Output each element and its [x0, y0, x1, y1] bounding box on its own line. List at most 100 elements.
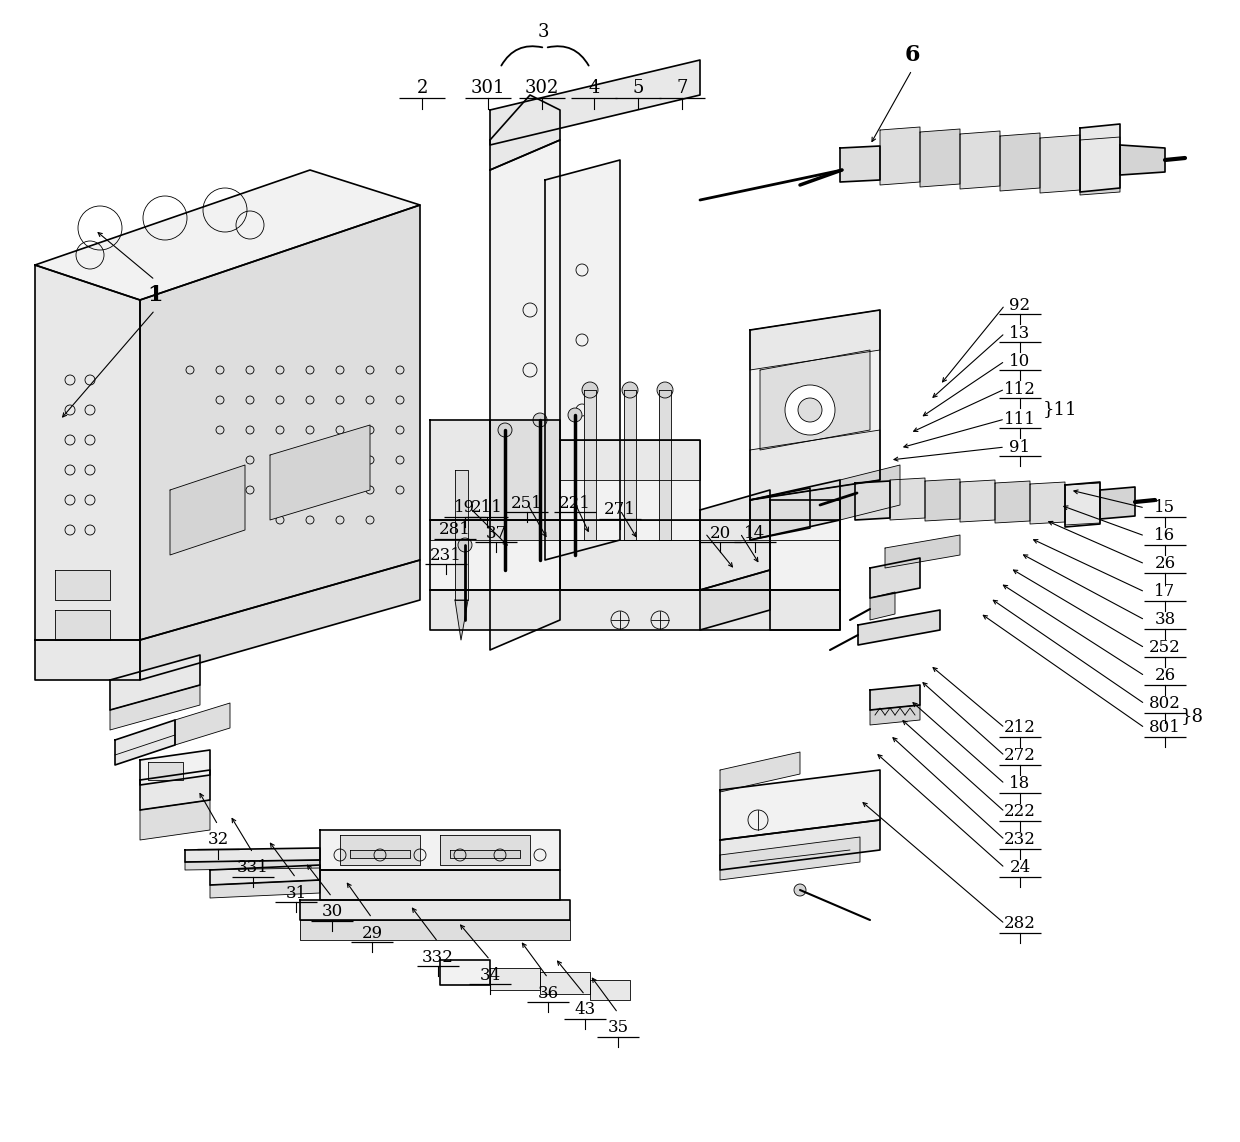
Polygon shape: [1065, 482, 1100, 526]
Text: 36: 36: [537, 984, 558, 1002]
Polygon shape: [110, 685, 200, 730]
Circle shape: [366, 456, 374, 464]
Polygon shape: [885, 534, 960, 568]
Polygon shape: [560, 440, 701, 480]
Polygon shape: [140, 750, 210, 785]
Circle shape: [366, 426, 374, 434]
Polygon shape: [994, 481, 1030, 523]
Text: 221: 221: [559, 494, 591, 512]
Text: 24: 24: [1009, 860, 1030, 877]
Circle shape: [246, 426, 254, 434]
Polygon shape: [1120, 145, 1166, 175]
Circle shape: [799, 399, 822, 423]
Polygon shape: [999, 132, 1040, 191]
Polygon shape: [770, 500, 839, 590]
Text: 281: 281: [439, 522, 471, 539]
Polygon shape: [1030, 482, 1065, 524]
Circle shape: [568, 408, 582, 423]
Polygon shape: [450, 850, 520, 858]
Polygon shape: [546, 160, 620, 560]
Text: 37: 37: [485, 524, 507, 541]
Circle shape: [306, 516, 314, 524]
Polygon shape: [750, 480, 839, 540]
Text: 17: 17: [1154, 584, 1176, 601]
Circle shape: [306, 456, 314, 464]
Polygon shape: [560, 540, 701, 590]
Polygon shape: [210, 864, 320, 885]
Circle shape: [785, 385, 835, 435]
Polygon shape: [701, 570, 770, 630]
Polygon shape: [856, 481, 890, 520]
Polygon shape: [720, 751, 800, 793]
Text: 38: 38: [1154, 611, 1176, 628]
Circle shape: [794, 884, 806, 896]
Polygon shape: [750, 488, 810, 540]
Text: 232: 232: [1004, 831, 1035, 849]
Circle shape: [277, 486, 284, 494]
Polygon shape: [110, 656, 200, 710]
Circle shape: [277, 456, 284, 464]
Text: 112: 112: [1004, 380, 1035, 397]
Polygon shape: [960, 480, 994, 522]
Text: 15: 15: [1154, 499, 1176, 516]
Polygon shape: [750, 309, 880, 500]
Polygon shape: [624, 391, 636, 540]
Polygon shape: [539, 972, 590, 994]
Text: 282: 282: [1004, 916, 1035, 933]
Polygon shape: [870, 705, 920, 725]
Polygon shape: [140, 801, 210, 841]
Text: 26: 26: [1154, 668, 1176, 684]
Polygon shape: [1040, 135, 1080, 193]
Polygon shape: [880, 127, 920, 185]
Text: 16: 16: [1154, 528, 1176, 545]
Circle shape: [306, 396, 314, 404]
Polygon shape: [455, 600, 467, 640]
Polygon shape: [720, 837, 861, 880]
Circle shape: [336, 426, 343, 434]
Polygon shape: [750, 431, 880, 500]
Text: 331: 331: [237, 860, 269, 877]
Circle shape: [396, 486, 404, 494]
Circle shape: [396, 426, 404, 434]
Text: 1: 1: [148, 284, 162, 306]
Text: 332: 332: [422, 949, 454, 965]
Polygon shape: [490, 95, 560, 170]
Text: 31: 31: [285, 885, 306, 901]
Polygon shape: [55, 570, 110, 600]
Polygon shape: [490, 140, 560, 650]
Circle shape: [336, 456, 343, 464]
Circle shape: [336, 365, 343, 373]
Text: 43: 43: [574, 1002, 595, 1019]
Circle shape: [458, 538, 472, 552]
Polygon shape: [760, 349, 870, 450]
Circle shape: [336, 516, 343, 524]
Circle shape: [336, 486, 343, 494]
Text: 4: 4: [588, 79, 600, 97]
Polygon shape: [300, 900, 570, 920]
Circle shape: [498, 423, 512, 437]
Circle shape: [86, 525, 95, 534]
Polygon shape: [440, 960, 490, 986]
Polygon shape: [839, 465, 900, 520]
Circle shape: [86, 375, 95, 385]
Polygon shape: [115, 719, 175, 765]
Polygon shape: [210, 880, 320, 898]
Polygon shape: [175, 703, 229, 745]
Polygon shape: [890, 478, 925, 520]
Polygon shape: [701, 490, 770, 590]
Polygon shape: [440, 835, 529, 864]
Polygon shape: [720, 820, 880, 870]
Polygon shape: [658, 391, 671, 540]
Circle shape: [582, 383, 598, 399]
Text: 20: 20: [709, 524, 730, 541]
Polygon shape: [584, 391, 596, 540]
Circle shape: [366, 365, 374, 373]
Circle shape: [86, 405, 95, 415]
Circle shape: [64, 435, 74, 445]
Circle shape: [246, 486, 254, 494]
Text: 252: 252: [1149, 640, 1180, 657]
Circle shape: [657, 383, 673, 399]
Text: 212: 212: [1004, 719, 1035, 737]
Polygon shape: [750, 309, 880, 370]
Polygon shape: [320, 870, 560, 900]
